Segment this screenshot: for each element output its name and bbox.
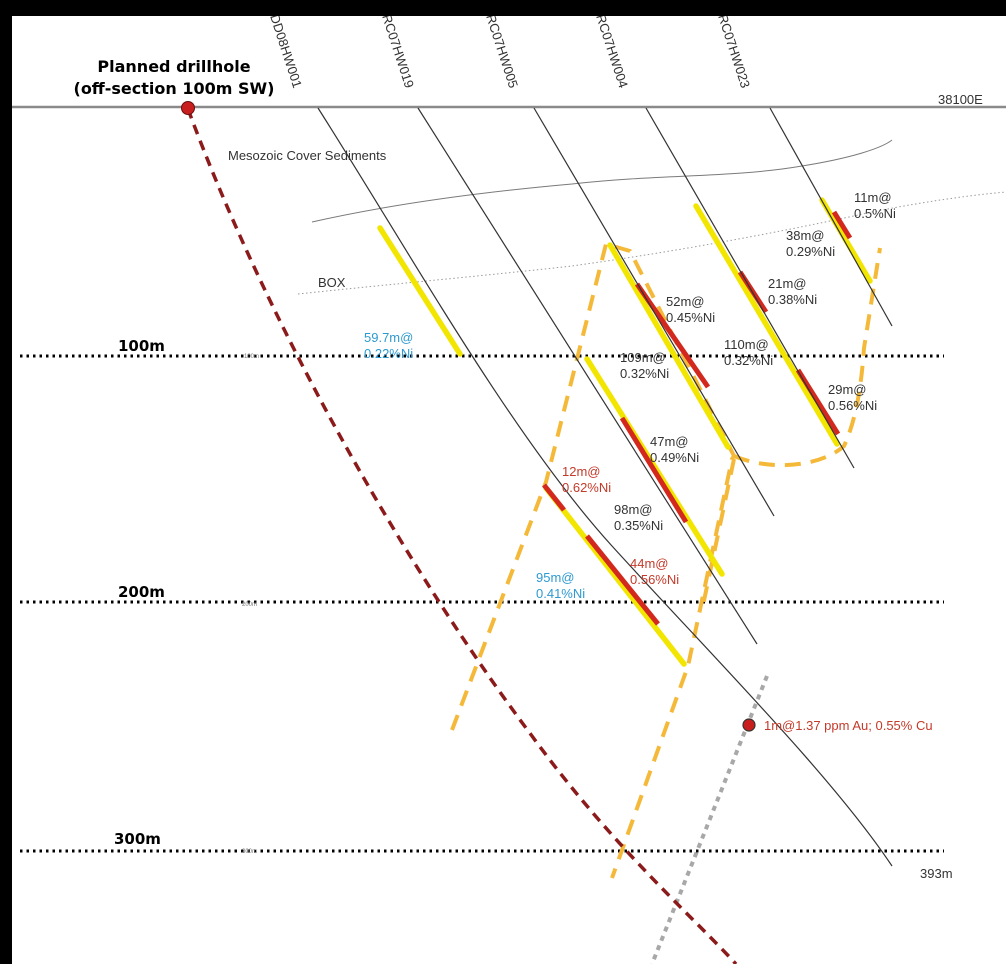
intercept-11m-l1: 11m@ (854, 190, 892, 205)
drillhole-RC07HW005 (533, 107, 775, 517)
box-label: BOX (318, 275, 346, 290)
intercept-110m-l2: 0.32%Ni (724, 353, 773, 368)
hole-label-RC07HW019: RC07HW019 (379, 16, 417, 90)
depth-label-300m: 300m (114, 830, 161, 848)
intercept-47m-l1: 47m@ (650, 434, 689, 449)
drillhole-RC07HW019 (417, 107, 758, 645)
ore-zones-yellow (377, 197, 873, 667)
intercept-98m-l1: 98m@ (614, 502, 653, 517)
intercept-110m-l1: 110m@ (724, 337, 769, 352)
small-depth-marker-100m: 100m (244, 354, 259, 360)
intercept-29m-l1: 29m@ (828, 382, 867, 397)
gold-intercept-label: 1m@1.37 ppm Au; 0.55% Cu (764, 718, 933, 733)
intercept-109m-l2: 0.32%Ni (620, 366, 669, 381)
intercept-59-7m-l2: 0.22%Ni (364, 346, 413, 361)
intercept-95m-l2: 0.41%Ni (536, 586, 585, 601)
planned-drillhole-collar (181, 101, 195, 115)
intercept-109m-l1: 109m@ (620, 350, 666, 365)
intercept-52m-l1: 52m@ (666, 294, 705, 309)
intercept-labels: 11m@ 0.5%Ni 38m@ 0.29%Ni 21m@ 0.38%Ni 52… (364, 190, 896, 601)
intercept-52m-l2: 0.45%Ni (666, 310, 715, 325)
cross-section-diagram: Planned drillhole (off-section 100m SW) … (12, 16, 1006, 964)
planned-title-line2: (off-section 100m SW) (74, 79, 275, 98)
intercept-98m-l2: 0.35%Ni (614, 518, 663, 533)
intercept-12m-l2: 0.62%Ni (562, 480, 611, 495)
drillhole-RC07HW023 (769, 107, 893, 327)
hole-label-RC07HW004: RC07HW004 (593, 16, 631, 90)
intercept-59-7m-l1: 59.7m@ (364, 330, 413, 345)
intercept-44m-l2: 0.56%Ni (630, 572, 679, 587)
gold-intercept-marker (742, 718, 756, 732)
intercept-29m-l2: 0.56%Ni (828, 398, 877, 413)
cover-sediment-boundary (311, 139, 893, 223)
ore-zones-red (542, 210, 853, 626)
intercept-44m-l1: 44m@ (630, 556, 669, 571)
intercept-11m-l2: 0.5%Ni (854, 206, 896, 221)
depth-label-100m: 100m (118, 337, 165, 355)
intercept-21m-l1: 21m@ (768, 276, 807, 291)
intercept-38m-l1: 38m@ (786, 228, 825, 243)
end-of-hole-depth: 393m (920, 866, 953, 881)
hole-label-RC07HW023: RC07HW023 (715, 16, 753, 90)
box-boundary (297, 191, 1006, 295)
intercept-21m-l2: 0.38%Ni (768, 292, 817, 307)
small-depth-marker-200m: 200m (242, 602, 257, 608)
planned-drillhole-trace (186, 108, 738, 964)
intercept-12m-l1: 12m@ (562, 464, 601, 479)
drillhole-DD08HW001 (317, 107, 893, 867)
cross-section-canvas: Planned drillhole (off-section 100m SW) … (12, 16, 1006, 964)
small-depth-marker-300m: 300m (242, 849, 257, 855)
hole-label-RC07HW005: RC07HW005 (483, 16, 521, 90)
depth-label-200m: 200m (118, 583, 165, 601)
drillhole-RC07HW004 (645, 107, 855, 469)
grid-reference-label: 38100E (938, 92, 983, 107)
intercept-38m-l2: 0.29%Ni (786, 244, 835, 259)
intercept-47m-l2: 0.49%Ni (650, 450, 699, 465)
drillhole-traces (317, 107, 893, 867)
planned-title-line1: Planned drillhole (97, 57, 250, 76)
cover-sediments-label: Mesozoic Cover Sediments (228, 148, 387, 163)
intercept-95m-l1: 95m@ (536, 570, 575, 585)
